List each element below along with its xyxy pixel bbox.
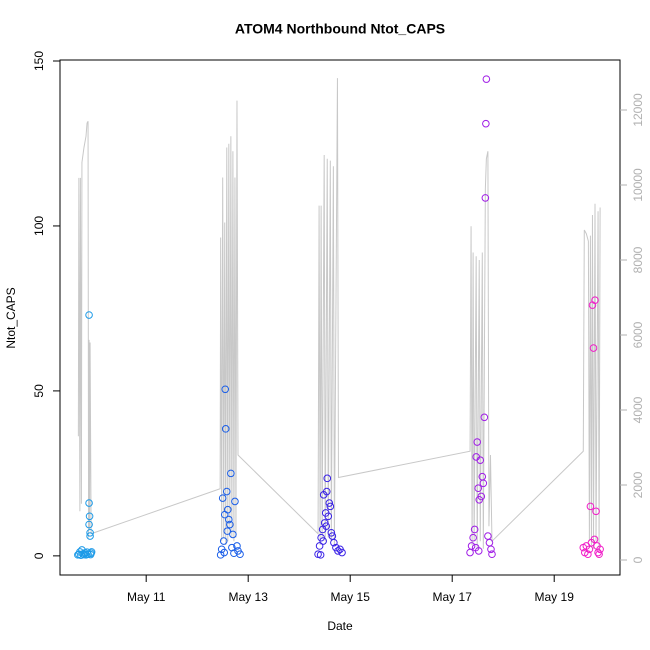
x-tick-label: May 15 (331, 590, 371, 604)
chart-title: ATOM4 Northbound Ntot_CAPS (235, 21, 445, 37)
y2-tick-label: 12000 (631, 93, 645, 127)
data-point (595, 550, 603, 559)
data-point (476, 456, 485, 464)
data-point (315, 542, 324, 550)
data-point (77, 551, 85, 560)
y-tick-label: 100 (32, 216, 46, 236)
x-tick-label: May 17 (433, 590, 473, 604)
data-point (592, 507, 600, 516)
data-point (218, 494, 227, 502)
data-point (482, 119, 490, 128)
data-point (226, 520, 234, 529)
data-point (586, 502, 595, 511)
data-point (487, 545, 495, 554)
y2-tick-label: 2000 (631, 471, 645, 498)
data-point (322, 522, 331, 530)
x-tick-label: May 13 (229, 590, 269, 604)
plot-frame (59, 59, 621, 576)
data-point (233, 542, 241, 550)
data-point (85, 512, 94, 521)
data-point (319, 537, 327, 545)
data-point (222, 487, 231, 496)
data-point (585, 545, 594, 554)
data-point (86, 528, 94, 537)
data-point (591, 296, 599, 304)
x-tick-label: May 19 (535, 590, 575, 604)
data-point (85, 520, 93, 529)
data-point (223, 527, 232, 535)
data-point (221, 425, 230, 433)
data-point (225, 515, 233, 524)
y-tick-label: 50 (32, 384, 46, 398)
data-point (590, 535, 599, 544)
data-point (230, 549, 238, 558)
data-point (229, 530, 237, 539)
y2-tick-label: 0 (631, 556, 645, 563)
data-point (480, 413, 489, 422)
y2-tick-label: 4000 (631, 396, 645, 423)
data-point (323, 474, 332, 483)
data-point (589, 344, 598, 352)
y2-tick-label: 6000 (631, 321, 645, 348)
data-point (219, 537, 228, 545)
data-point (482, 75, 491, 83)
y2-tick-label: 8000 (631, 246, 645, 273)
data-point (326, 502, 335, 511)
data-point (473, 438, 481, 446)
data-point (338, 548, 346, 557)
data-point (325, 499, 334, 507)
data-point (87, 548, 96, 556)
data-point (470, 525, 479, 534)
data-point (474, 547, 483, 555)
y-axis-label: Ntot_CAPS (4, 287, 18, 348)
data-point (477, 492, 486, 501)
data-point (221, 385, 230, 394)
data-point (474, 484, 483, 493)
data-point (584, 550, 592, 559)
data-point (316, 551, 325, 559)
data-point (330, 538, 338, 547)
data-point (231, 497, 239, 506)
data-point (227, 469, 235, 478)
data-point (485, 538, 494, 547)
data-point (223, 505, 232, 514)
data-point (86, 532, 94, 540)
data-line (77, 78, 601, 549)
data-point (322, 487, 331, 496)
x-axis-label: Date (327, 619, 353, 633)
y2-tick-label: 10000 (631, 168, 645, 202)
data-point (481, 194, 490, 202)
data-point (484, 532, 492, 540)
data-point (479, 479, 488, 488)
data-point (488, 550, 496, 559)
y-tick-label: 150 (32, 51, 46, 71)
x-tick-label: May 11 (127, 590, 166, 604)
data-point (234, 547, 242, 555)
data-point (85, 499, 93, 507)
data-point (469, 533, 477, 542)
data-point (324, 512, 333, 521)
data-point (220, 548, 229, 557)
data-point (85, 311, 93, 319)
y-tick-label: 0 (32, 552, 46, 559)
data-point (466, 548, 474, 557)
data-point (467, 542, 476, 550)
data-point (327, 528, 336, 537)
data-point (596, 545, 604, 554)
data-point (334, 547, 342, 555)
